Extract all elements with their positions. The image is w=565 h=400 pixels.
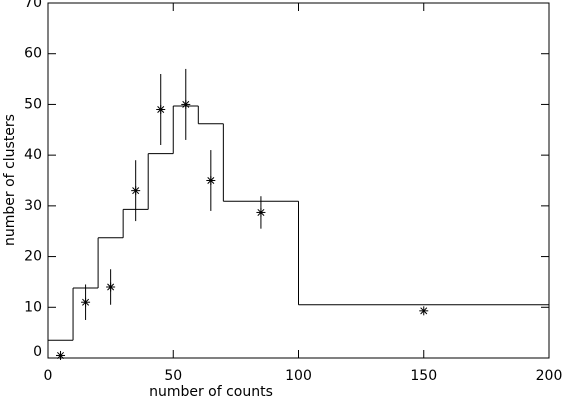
data-point [106, 282, 116, 292]
x-tick-label: 150 [410, 368, 437, 384]
y-tick-label: 40 [24, 147, 42, 163]
y-tick-label: 30 [24, 198, 42, 214]
marker-stroke [57, 351, 65, 359]
marker-stroke [207, 176, 215, 185]
x-tick-label: 200 [536, 368, 563, 384]
data-point [156, 105, 166, 114]
y-tick-label: 10 [24, 299, 42, 315]
x-tick-label: 0 [44, 368, 53, 384]
x-tick-label: 50 [164, 368, 182, 384]
y-tick-label: 70 [24, 0, 42, 11]
x-tick-label: 100 [285, 368, 312, 384]
marker-stroke [157, 105, 165, 114]
data-point [181, 99, 191, 109]
marker-stroke [132, 187, 140, 195]
data-point [419, 306, 429, 316]
y-tick-label: 60 [24, 46, 42, 62]
x-axis-label: number of counts [149, 384, 273, 400]
marker-stroke [257, 208, 265, 216]
y-axis-label: number of clusters [2, 114, 18, 246]
y-tick-label: 50 [24, 96, 42, 112]
marker-stroke [107, 283, 115, 291]
y-tick-label: 0 [33, 344, 42, 360]
marker-stroke [82, 298, 90, 306]
data-point [256, 207, 266, 217]
data-point [131, 186, 141, 196]
marker-stroke [182, 100, 190, 108]
data-point [206, 176, 216, 185]
data-point [81, 297, 91, 307]
y-tick-label: 20 [24, 249, 42, 265]
marker-stroke [420, 307, 428, 315]
data-point [56, 350, 66, 360]
